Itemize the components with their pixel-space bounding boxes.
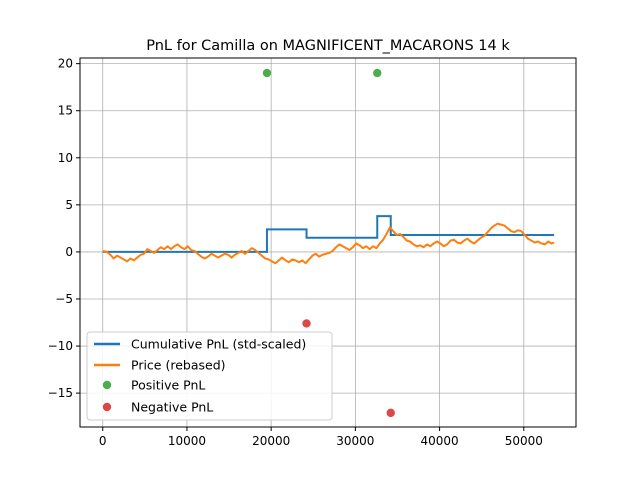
y-tick-label: −10	[48, 339, 73, 353]
price-line	[102, 222, 555, 265]
y-tick-label: −5	[55, 292, 73, 306]
x-tick-label: 30000	[336, 434, 374, 448]
plot-area: 0 10000 20000 30000 40000 50000 20 15 10 5 0 −5 −10 −…	[48, 57, 577, 448]
y-tick-label: 5	[65, 198, 73, 212]
negative-pnl-point	[386, 408, 395, 418]
legend-box	[86, 331, 333, 421]
x-tick-label: 20000	[252, 434, 290, 448]
legend-label: Positive PnL	[131, 378, 205, 393]
x-tick-label: 50000	[505, 434, 543, 448]
y-tick-label: −15	[48, 386, 73, 400]
legend: Cumulative PnL (std-scaled) Price (rebase…	[86, 331, 333, 421]
legend-label: Negative PnL	[131, 400, 213, 415]
y-tick-label: 15	[58, 104, 73, 118]
x-tick-label: 40000	[420, 434, 458, 448]
negative-pnl-point	[302, 319, 311, 328]
chart-title: PnL for Camilla on MAGNIFICENT_MACARONS …	[146, 38, 510, 54]
y-tick-label: 0	[65, 245, 73, 259]
positive-pnl-point	[262, 68, 272, 78]
cumulative-pnl-line	[102, 215, 555, 253]
axes-frame	[79, 57, 577, 428]
y-tick-label: 20	[58, 57, 73, 71]
legend-swatch-positive	[102, 380, 112, 390]
legend-swatch-negative	[102, 402, 112, 412]
legend-label: Price (rebased)	[131, 358, 226, 373]
positive-pnl-point	[373, 68, 382, 78]
y-tick-label: 10	[58, 151, 73, 165]
x-tick-label: 0	[99, 434, 107, 448]
x-tick-label: 10000	[168, 434, 206, 448]
legend-label: Cumulative PnL (std-scaled)	[131, 337, 306, 352]
